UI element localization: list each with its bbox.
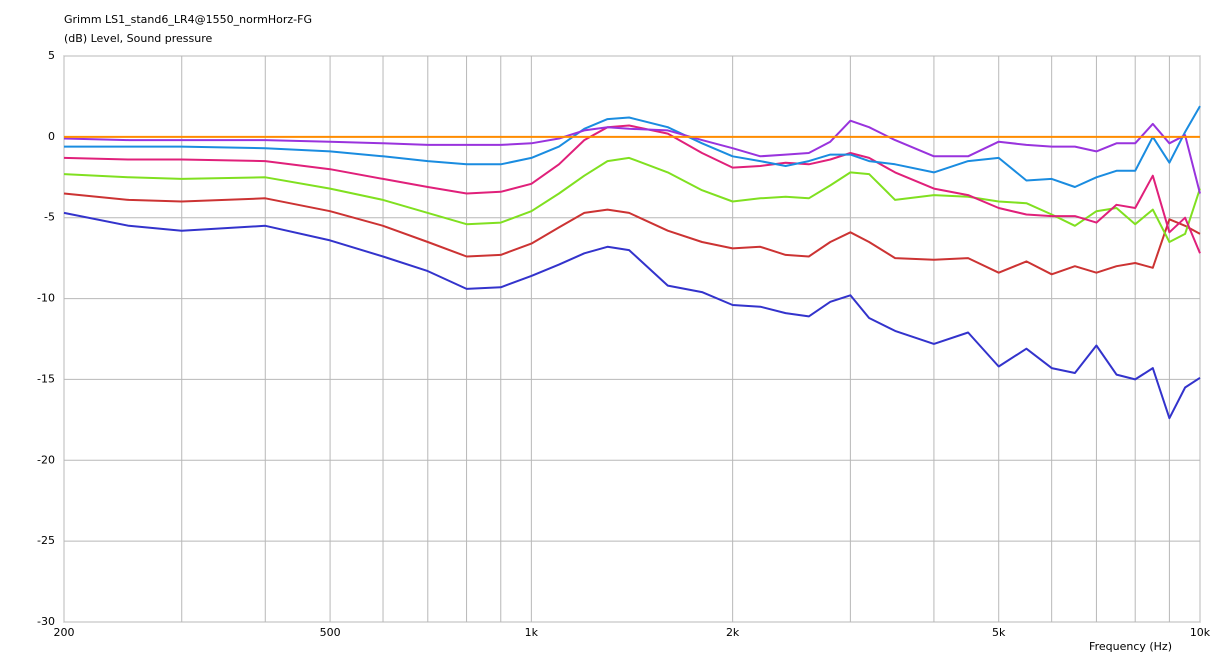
y-tick-label: -10 (37, 292, 55, 305)
y-tick-label: -20 (37, 453, 55, 466)
chart-title: Grimm LS1_stand6_LR4@1550_normHorz-FG (64, 13, 312, 26)
y-tick-label: 5 (48, 49, 55, 62)
series-line (63, 119, 1201, 194)
y-tick-label: -15 (37, 372, 55, 385)
series-line (63, 124, 1201, 254)
x-tick-label: 1k (525, 626, 539, 639)
x-tick-label: 500 (320, 626, 341, 639)
x-tick-label: 10k (1190, 626, 1211, 639)
y-tick-label: 0 (48, 130, 55, 143)
y-tick-label: -25 (37, 534, 55, 547)
series-line (64, 105, 1201, 188)
y-tick-label: -30 (37, 615, 55, 628)
y-tick-label: -5 (44, 211, 55, 224)
y-axis-label: (dB) Level, Sound pressure (64, 32, 213, 45)
series-line (63, 192, 1201, 276)
x-tick-label: 5k (992, 626, 1006, 639)
series-line (63, 211, 1201, 420)
series-line (63, 156, 1201, 243)
x-tick-label: 2k (726, 626, 740, 639)
x-axis-label: Frequency (Hz) (1089, 640, 1172, 653)
x-tick-label: 200 (54, 626, 75, 639)
